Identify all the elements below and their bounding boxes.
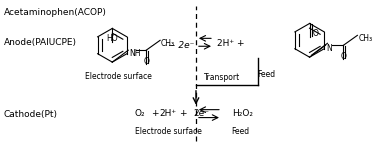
Text: Cathode(Pt): Cathode(Pt) xyxy=(4,110,58,119)
Text: CH₃: CH₃ xyxy=(161,39,175,48)
Text: O₂: O₂ xyxy=(135,109,146,118)
Text: CH₃: CH₃ xyxy=(358,34,372,43)
Text: O: O xyxy=(313,29,318,38)
Text: 2H⁺ +: 2H⁺ + xyxy=(217,39,245,48)
Text: O: O xyxy=(341,52,346,61)
Text: Feed: Feed xyxy=(258,70,276,79)
Text: +: + xyxy=(179,109,187,118)
Text: 2e⁻: 2e⁻ xyxy=(193,109,209,118)
Text: Electrode surface: Electrode surface xyxy=(85,72,152,81)
Text: Electrode surface: Electrode surface xyxy=(135,127,201,136)
Text: Acetaminophen(ACOP): Acetaminophen(ACOP) xyxy=(4,8,107,17)
Text: H₂O₂: H₂O₂ xyxy=(232,109,253,118)
Text: N: N xyxy=(327,44,332,53)
Text: Transport: Transport xyxy=(204,73,240,82)
Text: NH: NH xyxy=(129,49,141,58)
Text: Feed: Feed xyxy=(231,127,249,136)
Text: 2H⁺: 2H⁺ xyxy=(160,109,177,118)
Text: Anode(PAIUCPE): Anode(PAIUCPE) xyxy=(4,38,77,47)
Text: − 2e⁻: − 2e⁻ xyxy=(168,41,194,50)
Text: HO: HO xyxy=(107,34,118,43)
Text: +: + xyxy=(151,109,159,118)
Text: O: O xyxy=(143,57,149,66)
